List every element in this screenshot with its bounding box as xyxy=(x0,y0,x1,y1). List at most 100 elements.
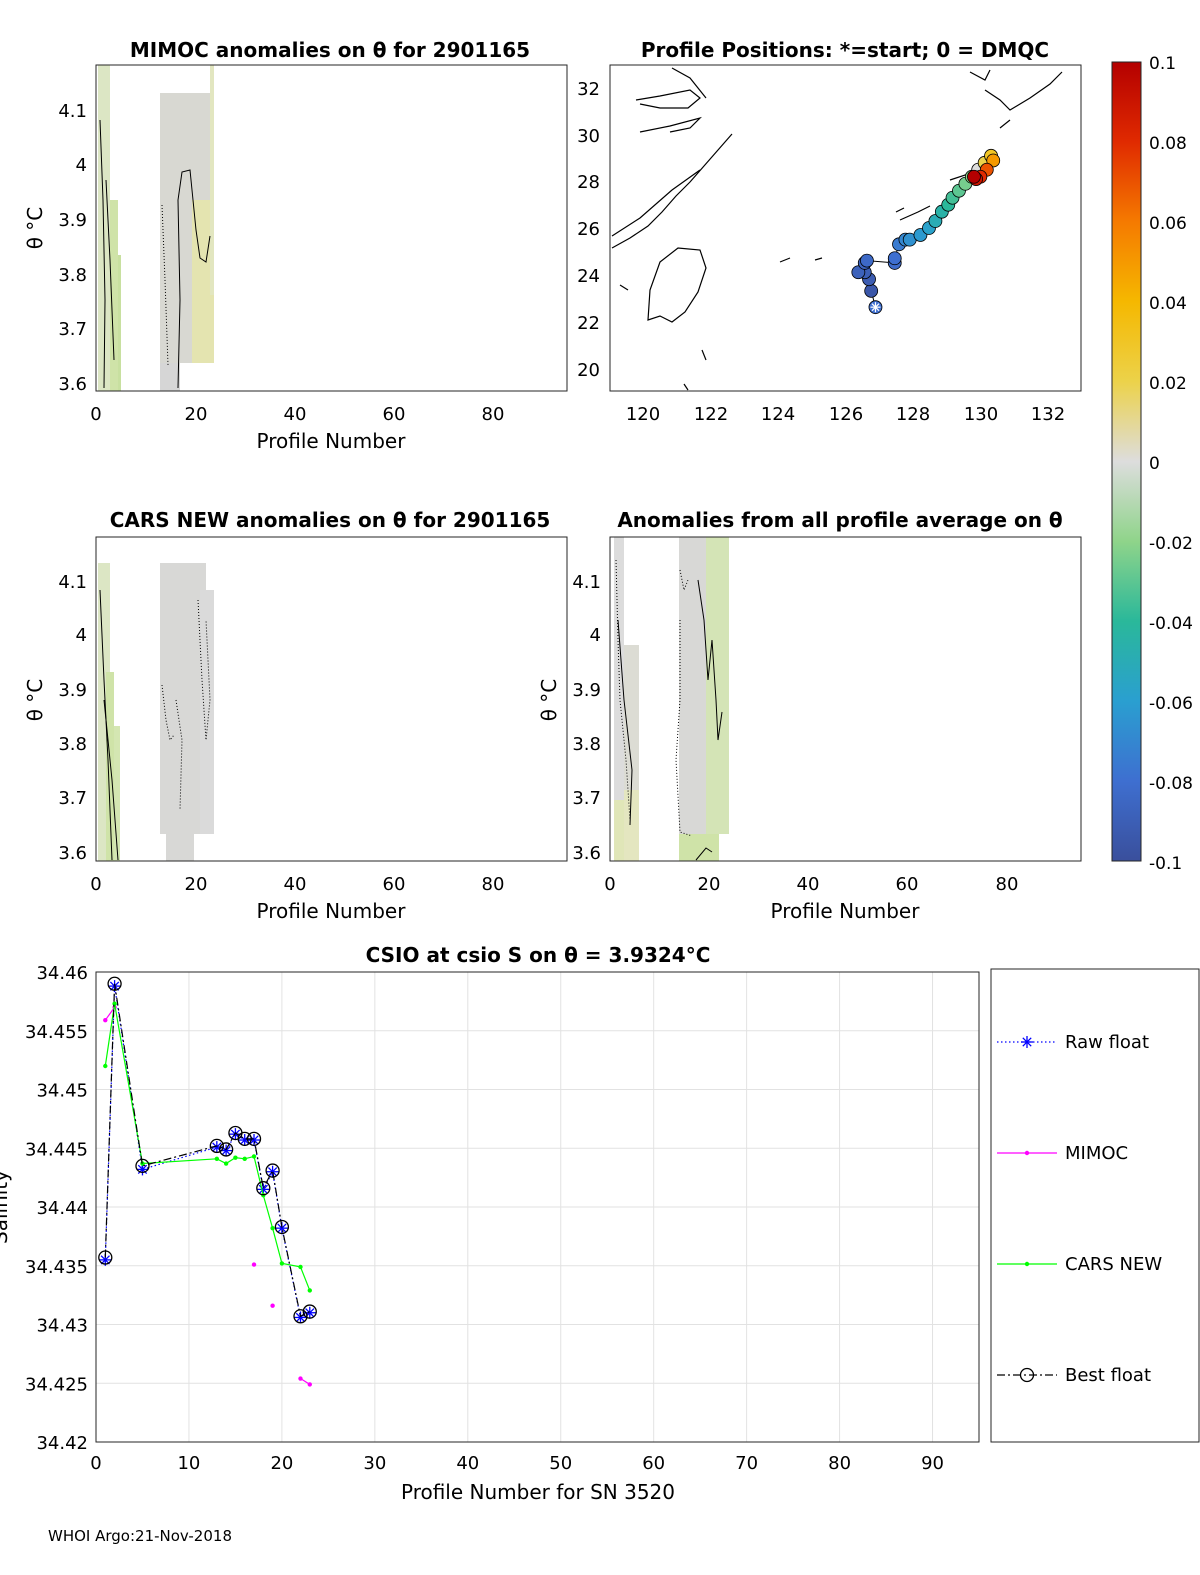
legend-item-mimoc: MIMOC xyxy=(997,1143,1128,1164)
colorbar: 0.1 0.08 0.06 0.04 0.02 0 -0.02 -0.04 -0… xyxy=(1111,54,1193,874)
cars-ytick: 3.7 xyxy=(58,788,87,809)
csio-ytick: 34.42 xyxy=(36,1433,88,1454)
profile-position-point xyxy=(887,251,902,266)
best-float-point xyxy=(209,1138,224,1154)
legend-label: CARS NEW xyxy=(1065,1254,1162,1275)
csio-yticks: 34.46 34.455 34.45 34.445 34.44 34.435 34.43 34… xyxy=(25,963,88,1454)
legend-item-raw-float: Raw float xyxy=(997,1032,1149,1053)
avg-yticks: 4.1 4 3.9 3.8 3.7 3.6 xyxy=(572,572,601,864)
legend-item-cars-new: CARS NEW xyxy=(997,1254,1162,1275)
map-ytick: 20 xyxy=(577,360,600,381)
mimoc-yticks: 4.1 4 3.9 3.8 3.7 3.6 xyxy=(58,101,87,395)
colorbar-tick: 0.08 xyxy=(1149,134,1187,154)
avg-ytick: 3.7 xyxy=(572,788,601,809)
cars-yticks: 4.1 4 3.9 3.8 3.7 3.6 xyxy=(58,572,87,864)
cars-new-point xyxy=(270,1225,275,1231)
csio-ytick: 34.44 xyxy=(36,1198,88,1219)
cars-new-point xyxy=(251,1154,257,1159)
map-xtick: 132 xyxy=(1031,404,1065,425)
start-marker xyxy=(868,300,883,315)
mimoc-xtick: 80 xyxy=(482,404,505,425)
cars-new-point xyxy=(112,1001,117,1006)
map-xtick: 124 xyxy=(761,404,795,425)
map-ytick: 22 xyxy=(577,313,600,334)
mimoc-xlabel: Profile Number xyxy=(257,429,407,453)
cars-new-point xyxy=(233,1155,238,1160)
footer-stamp: WHOI Argo:21-Nov-2018 xyxy=(48,1527,232,1545)
cars-ytick: 3.9 xyxy=(58,680,87,701)
best-float-point xyxy=(302,1304,317,1319)
mimoc-xtick: 20 xyxy=(185,404,208,425)
cars-ytick: 3.6 xyxy=(58,843,87,864)
cars-new-point xyxy=(223,1161,229,1166)
best-float-point xyxy=(274,1219,290,1235)
legend-marker xyxy=(1019,1367,1035,1383)
cars-new-point xyxy=(298,1264,303,1270)
csio-ytick: 34.425 xyxy=(25,1374,88,1395)
legend-label: MIMOC xyxy=(1065,1143,1128,1164)
csio-xtick: 70 xyxy=(735,1453,758,1474)
colorbar-tick: -0.06 xyxy=(1149,694,1193,714)
colorbar-tick: 0 xyxy=(1149,454,1160,474)
mimoc-title: MIMOC anomalies on θ for 2901165 xyxy=(130,38,530,62)
cars-new-point xyxy=(307,1288,312,1293)
cars-ytick: 3.8 xyxy=(58,734,87,755)
mimoc-axes-box xyxy=(95,64,568,392)
csio-grid xyxy=(95,971,979,1443)
avg-panel: Anomalies from all profile average on θ … xyxy=(537,508,1082,923)
mimoc-ytick: 3.8 xyxy=(58,265,87,286)
csio-xtick: 90 xyxy=(921,1453,944,1474)
map-title: Profile Positions: *=start; 0 = DMQC xyxy=(641,38,1049,62)
mimoc-point xyxy=(307,1382,312,1387)
best-float-point xyxy=(293,1309,308,1324)
mimoc-ytick: 4 xyxy=(76,155,87,176)
avg-xtick: 60 xyxy=(896,874,919,895)
colorbar-tick: 0.06 xyxy=(1149,214,1187,234)
avg-xtick: 80 xyxy=(996,874,1019,895)
cars-title: CARS NEW anomalies on θ for 2901165 xyxy=(110,508,551,532)
best-float-line xyxy=(104,983,311,1318)
colorbar-tick: 0.04 xyxy=(1149,294,1187,314)
avg-xtick: 40 xyxy=(797,874,820,895)
mimoc-ytick: 3.9 xyxy=(58,210,87,231)
mimoc-heatmap xyxy=(98,65,214,391)
map-xtick: 128 xyxy=(896,404,930,425)
mimoc-ylabel: θ °C xyxy=(23,207,47,250)
mimoc-line xyxy=(104,1006,116,1021)
avg-xtick: 20 xyxy=(698,874,721,895)
csio-series xyxy=(98,976,317,1387)
map-xtick: 122 xyxy=(694,404,728,425)
mimoc-ytick: 3.6 xyxy=(58,374,87,395)
best-float-point xyxy=(246,1131,262,1146)
csio-xtick: 40 xyxy=(456,1453,479,1474)
mimoc-ytick: 3.7 xyxy=(58,319,87,340)
avg-ytick: 4 xyxy=(590,625,601,646)
mimoc-xtick: 0 xyxy=(90,404,101,425)
profile-position-point xyxy=(860,253,874,268)
cars-ytick: 4 xyxy=(76,625,87,646)
csio-ytick: 34.46 xyxy=(36,963,88,984)
csio-axes-box xyxy=(95,971,980,1443)
csio-chart: CSIO at csio S on θ = 3.9324°C 34.4634.4… xyxy=(0,943,1200,1504)
csio-xtick: 0 xyxy=(90,1453,101,1474)
cars-panel: CARS NEW anomalies on θ for 2901165 4.1 … xyxy=(23,508,568,923)
avg-xticks: 0 20 40 60 80 xyxy=(604,874,1018,895)
best-float-point xyxy=(218,1142,234,1157)
colorbar-tick: -0.08 xyxy=(1149,774,1193,794)
colorbar-tick: 0.02 xyxy=(1149,374,1187,394)
profile-position-point xyxy=(864,283,879,298)
colorbar-tick: -0.02 xyxy=(1149,534,1193,554)
cars-new-point xyxy=(242,1156,247,1162)
map-profile-points xyxy=(851,148,1001,315)
mimoc-xtick: 60 xyxy=(383,404,406,425)
mimoc-panel: MIMOC anomalies on θ for 2901165 4.1 4 3… xyxy=(23,38,568,453)
csio-legend: Raw float MIMOC CARS NEW Best float xyxy=(990,968,1200,1443)
colorbar-tick: 0.1 xyxy=(1149,54,1176,74)
cars-xtick: 0 xyxy=(90,874,101,895)
cars-new-point xyxy=(279,1261,285,1266)
cars-xtick: 80 xyxy=(482,874,505,895)
map-xtick: 126 xyxy=(829,404,863,425)
csio-xtick: 80 xyxy=(828,1453,851,1474)
cars-xticks: 0 20 40 60 80 xyxy=(90,874,504,895)
